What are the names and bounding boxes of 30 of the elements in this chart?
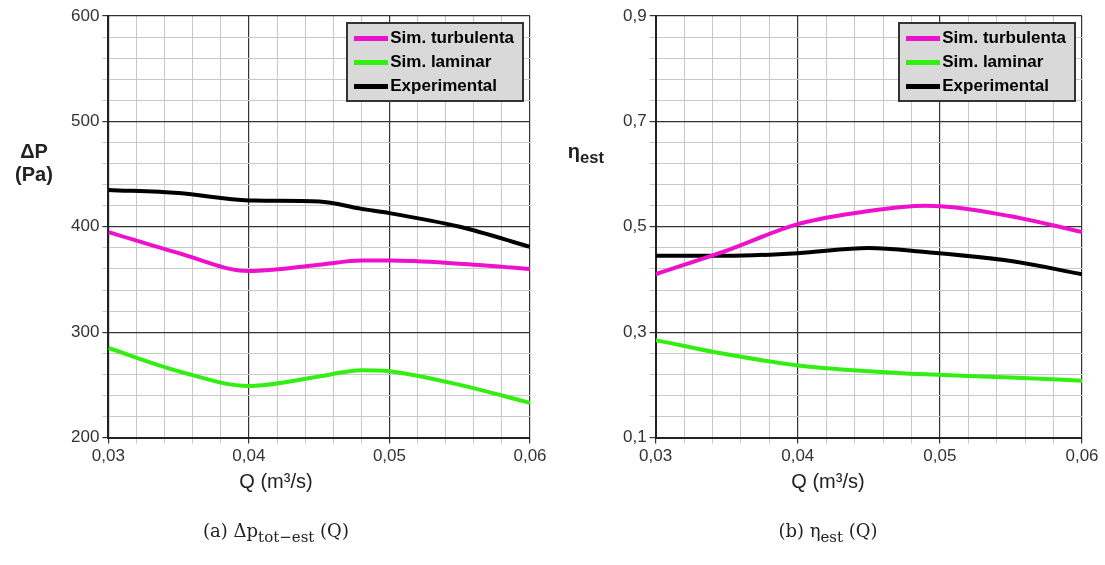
y-tick-label: 0,7 bbox=[622, 111, 647, 131]
y-tick-label: 300 bbox=[70, 321, 100, 341]
x-tick-label: 0,04 bbox=[781, 446, 815, 466]
y-tick-label: 600 bbox=[70, 5, 100, 25]
y-tick-label: 200 bbox=[70, 427, 100, 447]
y-axis-title: η$_{est}$ bbox=[566, 140, 606, 168]
text: (a) Δp$_{tot−est}$ (Q) bbox=[202, 520, 350, 546]
text: (b) η$_{est}$ (Q) bbox=[777, 520, 879, 546]
x-tick-label: 0,06 bbox=[513, 446, 547, 466]
legend-label: Sim. laminar bbox=[942, 51, 1044, 73]
x-tick-label: 0,03 bbox=[91, 446, 125, 466]
legend-label: Experimental bbox=[390, 75, 498, 97]
x-tick-label: 0,05 bbox=[923, 446, 957, 466]
x-tick-label: 0,05 bbox=[372, 446, 406, 466]
legend-label: Sim. turbulenta bbox=[942, 27, 1066, 49]
y-axis-title: ΔP (Pa) bbox=[14, 140, 54, 186]
x-tick-label: 0,04 bbox=[232, 446, 266, 466]
x-tick-label: 0,06 bbox=[1065, 446, 1099, 466]
legend-label: Sim. turbulenta bbox=[390, 27, 514, 49]
x-axis-title: Q (m³/s) bbox=[238, 470, 314, 493]
legend-label: Experimental bbox=[942, 75, 1050, 97]
y-tick-label: 0,5 bbox=[622, 216, 647, 236]
x-tick-label: 0,03 bbox=[639, 446, 673, 466]
y-tick-label: 0,1 bbox=[622, 427, 647, 447]
y-tick-label: 0,3 bbox=[622, 321, 647, 341]
y-tick-label: 500 bbox=[70, 111, 100, 131]
x-axis-title: Q (m³/s) bbox=[790, 470, 866, 493]
y-tick-label: 0,9 bbox=[622, 5, 647, 25]
legend-label: Sim. laminar bbox=[390, 51, 492, 73]
y-tick-label: 400 bbox=[70, 216, 100, 236]
